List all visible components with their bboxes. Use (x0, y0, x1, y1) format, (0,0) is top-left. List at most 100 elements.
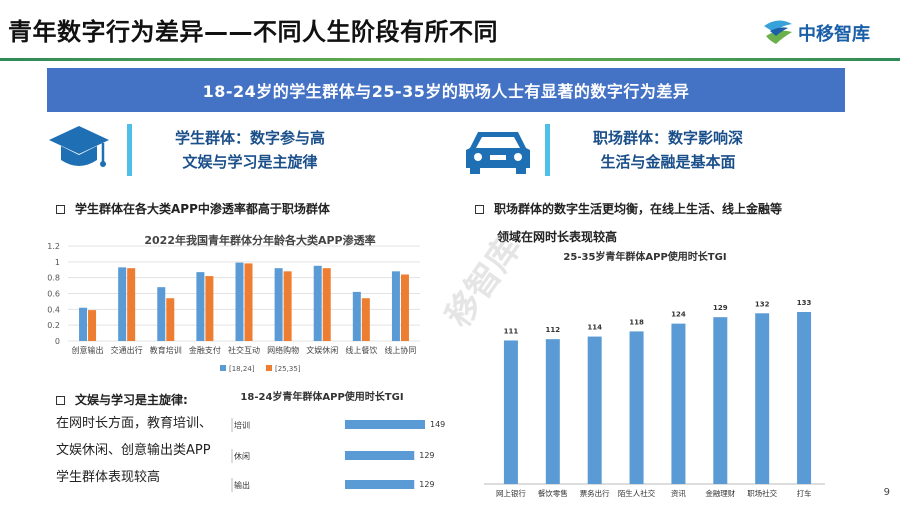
bar-age-25-35 (361, 298, 370, 341)
x-tick-label: 职场社交 (747, 488, 777, 498)
x-tick-label: 餐饮零售 (538, 488, 568, 498)
bar (345, 480, 415, 489)
bar-age-18-24 (235, 262, 244, 341)
professional-heading: 职场群体：数字影响深 生活与金融是基本面 (568, 126, 768, 174)
professional-tgi-chart: 25-35岁青年群体APP使用时长TGI 111 网上银行 112 餐饮零售 114 票务… (484, 250, 825, 498)
x-tick-label: 资讯 (671, 488, 686, 498)
data-label: 124 (671, 311, 686, 319)
y-tick-label: 1.2 (47, 242, 60, 251)
y-tick-label: 0.2 (47, 321, 60, 330)
student-body-line: 文娱休闲、创意输出类APP (56, 443, 211, 458)
data-label: 133 (797, 299, 812, 307)
student-heading: 学生群体：数字参与高 文娱与学习是主旋律 (150, 126, 350, 174)
data-label: 149 (430, 420, 445, 429)
data-label: 118 (629, 318, 644, 326)
student-body-line: 学生群体表现较高 (56, 470, 161, 485)
bar-age-25-35 (166, 298, 175, 341)
summary-banner: 18-24岁的学生群体与25-35岁的职场人士有显著的数字行为差异 (47, 68, 845, 112)
logo-icon (764, 20, 792, 44)
bar-age-25-35 (244, 263, 253, 341)
bullet-square-icon (56, 396, 65, 405)
page-number: 9 (883, 487, 890, 498)
x-tick-label: 打车 (797, 488, 812, 498)
student-heading-line1: 学生群体：数字参与高 (174, 129, 325, 147)
logo-text: 中移智库 (798, 24, 870, 45)
bar (587, 336, 602, 484)
page-title: 青年数字行为差异——不同人生阶段有所不同 (8, 18, 498, 46)
bar-age-18-24 (352, 291, 361, 341)
graduation-cap-icon (47, 122, 111, 182)
bar-age-18-24 (391, 271, 400, 341)
x-tick-label: 线上餐饮 (345, 345, 377, 355)
data-label: 129 (419, 480, 434, 489)
student-bullet-1: 学生群体在各大类APP中渗透率都高于职场群体 (56, 200, 330, 217)
bar-age-25-35 (400, 274, 409, 341)
bar-age-25-35 (283, 271, 292, 341)
header-divider (0, 58, 900, 61)
y-tick-label: 休闲 (234, 451, 250, 461)
data-label: 129 (713, 304, 728, 312)
x-tick-label: 票务出行 (580, 488, 610, 498)
legend-label: [18,24] (229, 365, 255, 373)
bar-age-18-24 (118, 267, 127, 341)
student-heading-line2: 文娱与学习是主旋律 (182, 153, 318, 171)
x-tick-label: 社交互动 (228, 345, 260, 355)
bar-age-18-24 (196, 272, 205, 341)
student-bullet-2: 文娱与学习是主旋律: (56, 391, 188, 408)
bar-age-25-35 (127, 268, 136, 341)
bar-age-18-24 (274, 268, 283, 341)
professional-bullet-1-line2: 领域在网时长表现较高 (497, 230, 618, 244)
bar (545, 339, 560, 484)
bullet-square-icon (56, 205, 65, 214)
student-body-text: 在网时长方面，教育培训、 文娱休闲、创意输出类APP 学生群体表现较高 (56, 410, 212, 491)
professional-heading-line1: 职场群体：数字影响深 (592, 129, 743, 147)
data-label: 129 (419, 451, 434, 460)
x-tick-label: 教育培训 (150, 345, 182, 355)
chart-title: 18-24岁青年群体APP使用时长TGI (240, 390, 403, 403)
bar-age-18-24 (157, 287, 166, 341)
bar (345, 451, 415, 460)
x-tick-label: 线上协同 (384, 345, 416, 355)
penetration-chart: 2022年我国青年群体分年龄各大类APP渗透率 0 0.2 0.4 0.6 0.8 1 1.… (47, 233, 420, 373)
bar (713, 317, 728, 484)
x-tick-label: 网上银行 (496, 488, 526, 498)
y-tick-label: 0.4 (47, 305, 60, 314)
x-tick-label: 金融理财 (705, 488, 735, 498)
bar-age-18-24 (313, 265, 322, 341)
y-tick-label: 输出 (234, 480, 250, 490)
x-tick-label: 金融支付 (189, 345, 221, 355)
x-tick-label: 创意输出 (72, 345, 104, 355)
bar-age-18-24 (79, 307, 88, 341)
data-label: 132 (755, 300, 770, 308)
professional-bullet-1: 职场群体的数字生活更均衡，在线上生活、线上金融等 (475, 200, 782, 217)
bar (345, 420, 425, 429)
student-accent-bar (127, 124, 132, 176)
y-tick-label: 0.8 (47, 274, 60, 283)
x-tick-label: 陌生人社交 (618, 488, 656, 498)
bar-age-25-35 (88, 310, 97, 341)
legend-swatch (266, 365, 272, 371)
logo: 中移智库 (760, 14, 890, 50)
y-tick-label: 0 (55, 337, 60, 346)
student-tgi-chart: 18-24岁青年群体APP使用时长TGI 培训 149 休闲 129 输出 129 (231, 390, 445, 492)
data-label: 112 (546, 326, 561, 334)
professional-heading-line2: 生活与金融是基本面 (600, 153, 736, 171)
bar (755, 313, 770, 484)
bar-age-25-35 (205, 276, 214, 341)
y-tick-label: 1 (55, 258, 60, 267)
chart-title: 2022年我国青年群体分年龄各大类APP渗透率 (144, 233, 375, 247)
legend-swatch (220, 365, 226, 371)
bullet-square-icon (475, 205, 484, 214)
bar (797, 312, 812, 484)
student-body-line: 在网时长方面，教育培训、 (56, 416, 213, 431)
bar-age-25-35 (322, 268, 331, 341)
x-tick-label: 网络购物 (267, 345, 299, 355)
bar (503, 340, 518, 484)
chart-title: 25-35岁青年群体APP使用时长TGI (563, 250, 726, 263)
professional-accent-bar (545, 124, 550, 176)
bar (671, 323, 686, 484)
data-label: 111 (504, 327, 519, 335)
x-tick-label: 交通出行 (111, 345, 143, 355)
y-tick-label: 0.6 (47, 290, 60, 299)
legend-label: [25,35] (275, 365, 301, 373)
